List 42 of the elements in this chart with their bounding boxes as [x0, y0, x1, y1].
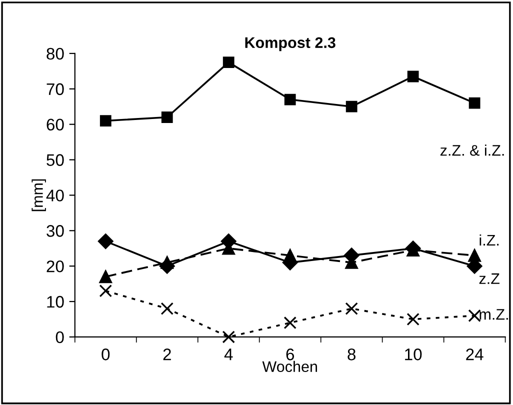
y-tick-label: 70	[46, 83, 64, 96]
x-tick-label: 8	[348, 348, 356, 360]
y-tick-label: 10	[47, 296, 64, 308]
text: z.Z. & i.Z.	[440, 144, 504, 156]
point	[345, 302, 358, 315]
series-label: i.Z.	[480, 234, 499, 246]
point	[468, 97, 480, 109]
series-label: z.Z	[479, 273, 500, 284]
y-tick-label: 20	[46, 260, 64, 272]
point	[407, 70, 419, 82]
x-tick-label: 4	[224, 348, 233, 360]
y-tick-label: 80	[46, 48, 64, 60]
y-tick-label: 60	[46, 118, 64, 131]
y-tick-label: 50	[46, 154, 64, 166]
chart-title: Kompost 2.3	[245, 37, 336, 52]
point	[98, 234, 114, 249]
point	[284, 249, 296, 262]
point	[222, 330, 236, 344]
y-tick-label: 40	[46, 190, 64, 202]
y-tick-label: 30	[46, 225, 64, 237]
point	[160, 256, 174, 269]
x-tick-label: 2	[163, 348, 171, 360]
x-axis-title: Wochen	[262, 360, 317, 372]
y-tick-label: 0	[56, 331, 64, 344]
point	[284, 94, 296, 106]
x-tick-label: 6	[286, 348, 294, 360]
point	[406, 312, 420, 326]
point	[160, 302, 174, 315]
series-label: m.Z.	[480, 309, 508, 320]
x-tick-label: 10	[405, 348, 422, 360]
point	[161, 112, 173, 123]
x-tick-label: 24	[466, 348, 484, 360]
point	[468, 309, 481, 322]
point	[346, 100, 358, 112]
point	[284, 316, 296, 330]
point	[468, 249, 481, 262]
y-axis-title: [mm]	[32, 179, 46, 212]
point	[99, 270, 112, 284]
point	[100, 115, 112, 126]
x-tick-label: 0	[102, 348, 110, 360]
point	[99, 284, 112, 298]
point	[222, 56, 234, 68]
